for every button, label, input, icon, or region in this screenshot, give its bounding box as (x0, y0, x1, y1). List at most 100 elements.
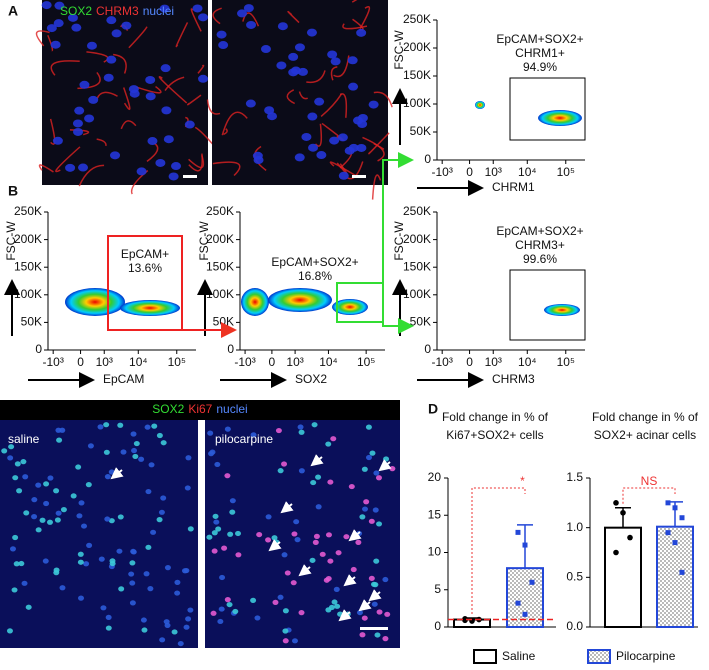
nucleus (376, 521, 383, 527)
arrow (110, 467, 124, 480)
nucleus (132, 453, 139, 460)
nucleus (368, 100, 379, 109)
nucleus (325, 441, 332, 447)
membrane-stain (197, 64, 205, 74)
y-tick-label: 50K (21, 315, 42, 329)
nucleus (55, 510, 62, 516)
nucleus (187, 526, 194, 532)
nucleus (256, 531, 263, 538)
x-tick-label: 10⁵ (557, 355, 575, 369)
arrow (358, 599, 372, 612)
membrane-stain (351, 0, 358, 3)
nucleus (276, 61, 287, 70)
gate-percent: 99.6% (523, 252, 557, 266)
nucleus (265, 537, 272, 543)
x-axis-label: EpCAM (103, 372, 144, 386)
nucleus (315, 504, 322, 510)
nucleus (294, 153, 305, 162)
nucleus (185, 616, 192, 622)
nucleus (16, 488, 23, 494)
data-point (672, 540, 678, 546)
nucleus (365, 424, 372, 430)
nucleus (382, 576, 389, 583)
nucleus (294, 537, 301, 543)
nucleus (150, 529, 157, 535)
membrane-stain (128, 26, 148, 49)
gate-label: CHRM3+ (515, 238, 565, 252)
nucleus (145, 75, 156, 84)
nucleus (54, 517, 61, 523)
nucleus (156, 432, 163, 439)
gate-percent: 16.8% (298, 269, 332, 283)
y-axis-label: FSC-W (392, 221, 406, 261)
nucleus (43, 481, 50, 487)
nucleus (253, 156, 264, 165)
nucleus (327, 558, 334, 564)
nucleus (224, 597, 231, 603)
nucleus (78, 500, 85, 506)
nucleus (371, 601, 378, 607)
nucleus (290, 580, 297, 586)
y-tick-label: 150K (403, 259, 431, 273)
membrane-stain (55, 146, 81, 173)
membrane-stain (221, 111, 248, 136)
x-axis-label: CHRM1 (492, 180, 535, 194)
nucleus (382, 636, 389, 642)
y-axis-label: FSC-W (197, 221, 211, 261)
nucleus (207, 430, 214, 436)
nucleus (42, 558, 49, 564)
nucleus (9, 546, 16, 552)
gate-percent: 13.6% (128, 261, 162, 275)
membrane-stain (362, 136, 385, 162)
nucleus (343, 534, 350, 540)
population-density (475, 101, 485, 109)
nucleus (323, 577, 330, 583)
x-tick-label: 0 (269, 355, 276, 369)
population-density (120, 300, 180, 316)
nucleus (106, 16, 117, 25)
arrow (338, 609, 352, 622)
membrane-stain (306, 70, 326, 84)
membrane-stain (188, 155, 205, 169)
nucleus (218, 41, 229, 50)
nucleus (79, 80, 90, 89)
nucleus (55, 427, 62, 433)
nucleus (84, 114, 95, 123)
nucleus (271, 535, 278, 541)
gate (509, 77, 586, 141)
nucleus (129, 600, 136, 606)
membrane-stain (286, 89, 296, 105)
nucleus (348, 82, 359, 91)
nucleus (208, 451, 215, 457)
nucleus (171, 162, 182, 171)
stain-label: CHRM3 (96, 4, 139, 18)
nucleus (198, 74, 209, 83)
y-tick-label: 100K (14, 287, 42, 301)
y-tick-label: 50K (213, 315, 234, 329)
nucleus (171, 629, 178, 635)
arrow (343, 574, 357, 587)
nucleus (243, 4, 254, 13)
nucleus (224, 473, 231, 479)
data-point (613, 500, 619, 506)
y-tick-label: 200K (403, 40, 431, 54)
nucleus (277, 468, 284, 474)
nucleus (105, 614, 112, 620)
nucleus (78, 595, 85, 601)
chart-title: Ki67+SOX2+ cells (446, 428, 543, 442)
y-tick-label: 0.5 (566, 570, 583, 584)
membrane-stain (223, 128, 228, 136)
nucleus (235, 530, 242, 537)
nucleus (76, 513, 83, 519)
x-tick-label: 10³ (286, 355, 303, 369)
nucleus (151, 423, 158, 429)
legend-label: Pilocarpine (616, 649, 676, 663)
membrane-stain (330, 66, 338, 81)
x-tick-label: -10³ (432, 355, 453, 369)
y-tick-label: 100K (403, 287, 431, 301)
nucleus (100, 605, 107, 611)
y-tick-label: 0 (424, 342, 431, 356)
arrow (368, 589, 382, 602)
nucleus (293, 519, 300, 525)
nucleus (46, 519, 53, 525)
